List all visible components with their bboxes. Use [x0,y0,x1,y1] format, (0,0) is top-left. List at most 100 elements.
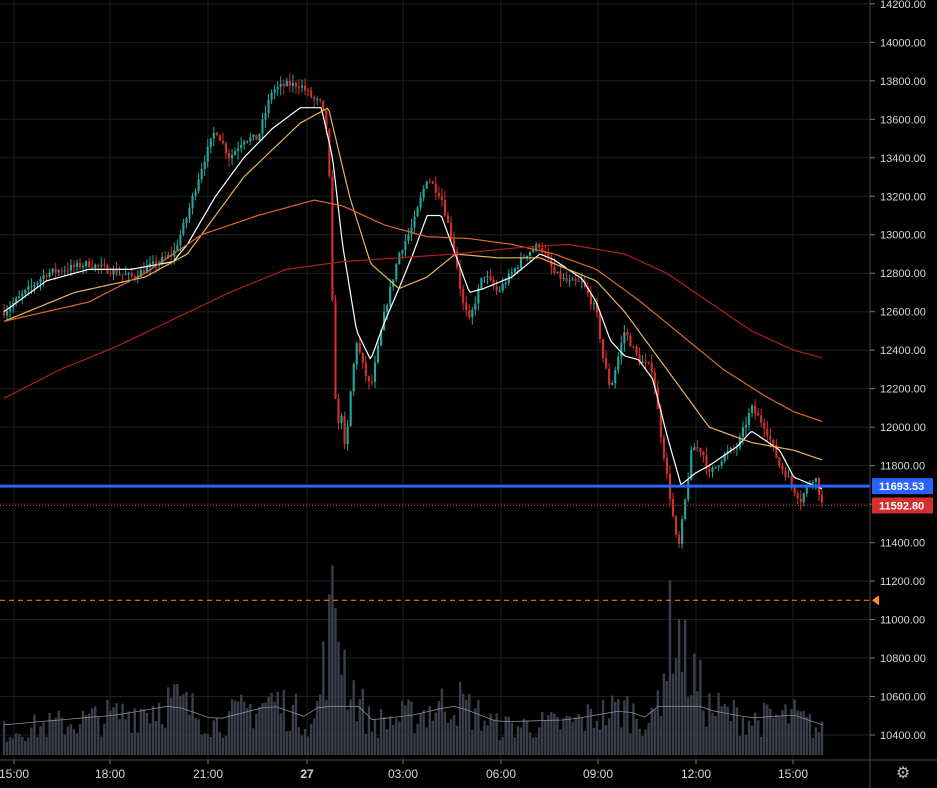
volume-bar [84,715,88,755]
candle-body [334,300,337,399]
price-tags: 11693.53 11592.80 [872,478,933,606]
candle-body [474,303,477,310]
candle-body [33,285,36,287]
candle-body [744,424,748,428]
volume-bar [638,728,641,755]
volume-bar [221,737,225,755]
candle-body [486,276,489,278]
candle-body [212,132,215,139]
candle-body [519,257,523,268]
volume-bar [27,737,30,755]
volume-bar [63,734,67,755]
candle-body [480,277,483,289]
volume-bar [410,701,413,755]
volume-bar [671,673,675,755]
candle-body [763,422,766,429]
candle-body [796,492,799,499]
volume-bar [303,729,307,755]
price-axis-tick-label: 10600.00 [880,692,926,704]
price-axis-tick-label: 13800.00 [880,76,926,88]
volume-bar [209,737,212,755]
volume-bar [243,701,246,755]
candle-body [784,470,787,478]
volume-bar [814,727,818,755]
volume-bar [480,730,483,755]
candle-body [638,354,641,364]
candle-body [760,415,763,423]
candle-body [644,361,647,363]
volume-bar [565,716,568,755]
candle-body [407,234,410,241]
candle-body [85,261,88,267]
candlestick-series [2,73,824,549]
volume-bar [753,712,757,755]
volume-bar [306,736,310,755]
candle-body [611,382,614,385]
volume-bar [714,715,717,755]
volume-bar [562,718,565,755]
time-axis[interactable]: 15:00 18:00 21:00 27 03:00 06:00 09:00 12:00 15:… [0,760,808,781]
volume-bar [607,718,611,755]
price-level-lines[interactable] [0,484,870,601]
candle-body [525,255,529,258]
volume-bar [662,673,666,755]
candle-body [681,519,684,544]
candle-body [218,135,221,141]
volume-bar [355,721,358,755]
volume-bar [747,720,751,755]
candle-body [161,257,164,263]
candle-body [386,305,389,312]
volume-bar [112,707,115,755]
candle-body [112,269,115,275]
candle-body [793,484,796,493]
volume-bar [337,641,340,755]
volume-bar [200,734,203,755]
price-axis-tick-label: 13400.00 [880,153,926,165]
candle-body [273,89,276,93]
volume-bar [130,732,133,755]
volume-bar [729,721,732,755]
volume-bar [255,713,258,755]
candle-body [227,153,231,159]
candle-body [398,253,401,265]
volume-bar [610,695,614,755]
candle-body [60,270,63,272]
candle-body [237,148,240,152]
candle-body [665,458,668,474]
volume-bar [75,733,79,755]
volume-bar [498,739,501,755]
candle-body [547,253,550,259]
volume-bar [483,720,486,755]
volume-bar [69,724,73,755]
volume-bar [650,707,653,755]
volume-bar [735,707,739,755]
volume-bar [103,723,106,755]
volume-bar [781,710,784,755]
volume-bar [808,713,812,755]
volume-bar [693,653,696,755]
candle-body [380,330,383,346]
volume-bar [139,708,143,755]
candle-body [495,286,498,291]
candle-body [15,298,18,304]
volume-bar [328,594,331,755]
candle-body [416,207,419,217]
volume-bar [81,710,85,755]
candle-body [428,181,431,183]
candle-body [373,362,377,382]
candle-body [194,191,197,196]
volume-bar [778,716,781,755]
volume-bar [656,690,660,755]
volume-bar [680,671,684,755]
moving-average-line-4 [3,243,823,399]
volume-bar [151,706,155,755]
candle-body [57,270,60,273]
volume-bar [568,716,571,755]
volume-bar [653,709,656,755]
gear-icon[interactable]: ⚙ [895,765,911,782]
candle-body [316,99,319,101]
candle-body [434,183,437,193]
volume-bar [461,693,465,755]
volume-bar [106,699,109,755]
